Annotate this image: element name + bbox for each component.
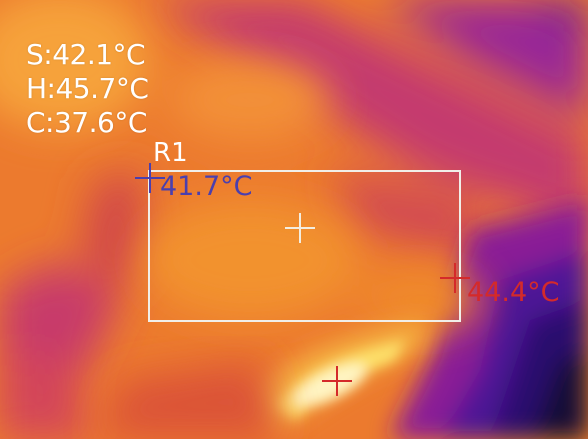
- hotspot-crosshair-icon: [322, 366, 352, 396]
- roi-max-temperature: 44.4°C: [467, 277, 560, 308]
- min-crosshair-icon: [135, 163, 165, 193]
- high-temperature: H:45.7°C: [26, 72, 149, 105]
- roi-rectangle[interactable]: [148, 170, 461, 322]
- temperature-readout: S:42.1°C H:45.7°C C:37.6°C: [26, 38, 149, 140]
- roi-label: R1: [153, 138, 188, 168]
- center-crosshair-icon: [285, 213, 315, 243]
- spot-temperature: S:42.1°C: [26, 38, 146, 71]
- max-crosshair-icon: [440, 263, 470, 293]
- roi-min-temperature: 41.7°C: [160, 171, 253, 202]
- center-temperature: C:37.6°C: [26, 106, 147, 139]
